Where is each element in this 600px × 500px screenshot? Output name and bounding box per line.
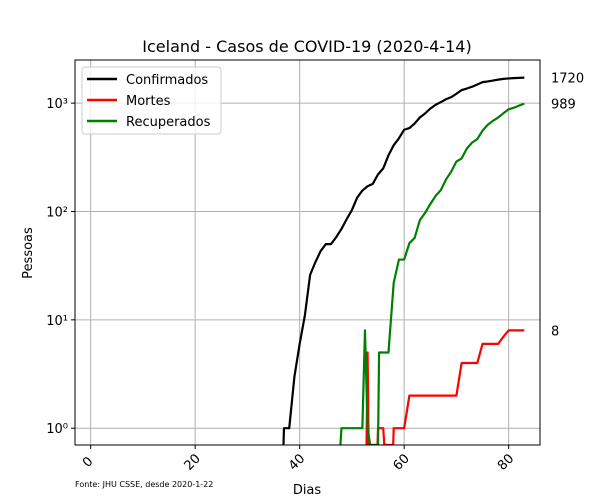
chart-title: Iceland - Casos de COVID-19 (2020-4-14) xyxy=(142,37,471,56)
series-line-confirmados xyxy=(282,76,525,445)
series-lines xyxy=(282,76,525,445)
y-tick-label: 10⁰ xyxy=(46,422,68,437)
x-tick-label: 80 xyxy=(495,451,517,473)
y-ticks: 10⁰ 10¹ 10² 10³ xyxy=(46,97,75,437)
x-ticks: 0 20 40 60 80 xyxy=(80,445,517,474)
legend-entry: Confirmados xyxy=(126,73,208,88)
y-tick-label: 10³ xyxy=(46,97,68,112)
y-tick-label: 10¹ xyxy=(46,314,68,329)
x-axis-label: Dias xyxy=(293,483,322,498)
end-label: 8 xyxy=(551,324,559,339)
end-label: 989 xyxy=(551,98,576,113)
series-line-recuperados xyxy=(339,102,525,445)
legend-box xyxy=(81,66,222,135)
legend-entry: Recuperados xyxy=(126,115,211,130)
end-label: 1720 xyxy=(551,72,584,87)
source-note: Fonte: JHU CSSE, desde 2020-1-22 xyxy=(75,480,213,489)
x-tick-label: 20 xyxy=(182,451,204,473)
x-tick-label: 0 xyxy=(80,454,96,470)
x-tick-label: 40 xyxy=(286,451,308,473)
legend: Confirmados Mortes Recuperados xyxy=(81,66,222,135)
end-labels: 1720 989 8 xyxy=(551,72,584,340)
legend-entry: Mortes xyxy=(126,94,171,109)
y-axis-label: Pessoas xyxy=(21,227,36,279)
x-tick-label: 60 xyxy=(391,451,413,473)
series-line-mortes xyxy=(365,329,525,445)
y-tick-label: 10² xyxy=(46,205,68,220)
plot-frame xyxy=(74,59,541,446)
